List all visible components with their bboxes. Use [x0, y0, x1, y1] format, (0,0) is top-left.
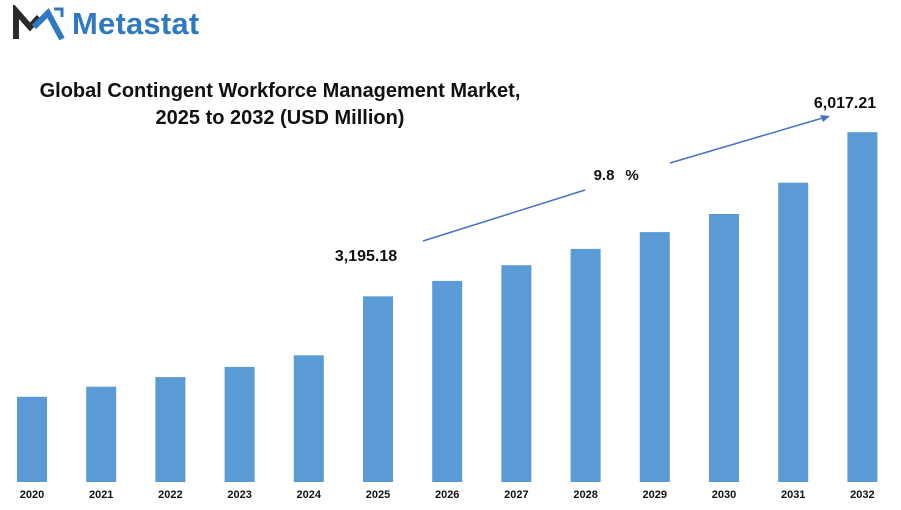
x-tick-label-2023: 2023 [227, 489, 251, 501]
cagr-unit-label: % [625, 167, 638, 184]
x-tick-label-2025: 2025 [366, 489, 390, 501]
x-tick-label-2024: 2024 [297, 489, 322, 501]
bar-2024 [293, 355, 324, 482]
chart-title: Global Contingent Workforce Management M… [20, 78, 540, 132]
bar-2022 [155, 377, 186, 482]
start-value-label: 3,195.18 [335, 248, 397, 265]
bar-2032 [847, 132, 878, 482]
x-tick-label-2028: 2028 [573, 489, 597, 501]
cagr-value-label: 9.8 [594, 167, 615, 184]
x-tick-label-2029: 2029 [643, 489, 667, 501]
bar-2026 [432, 280, 463, 482]
x-tick-label-2026: 2026 [435, 489, 459, 501]
bar-2028 [570, 248, 601, 482]
bar-2027 [501, 265, 532, 482]
x-tick-label-2027: 2027 [504, 489, 528, 501]
x-tick-label-2032: 2032 [850, 489, 874, 501]
bar-2020 [17, 396, 47, 482]
x-tick-label-2020: 2020 [20, 489, 44, 501]
x-tick-label-2021: 2021 [89, 489, 113, 501]
x-tick-labels-group: 2020 2021 2022 2023 2024 2025 2026 2027 2028 2029… [20, 489, 875, 501]
chart-title-line-1: Global Contingent Workforce Management M… [39, 80, 521, 102]
bar-2030 [709, 214, 739, 482]
bar-2031 [778, 182, 809, 482]
x-tick-label-2030: 2030 [712, 489, 736, 501]
bar-2021 [86, 386, 117, 482]
growth-arrow-head [820, 115, 830, 122]
brand-logo: Metastat [12, 4, 199, 44]
x-tick-label-2022: 2022 [158, 489, 182, 501]
growth-arrow-line [422, 189, 586, 242]
bars-group [17, 132, 878, 482]
metastat-logo-icon [13, 5, 65, 41]
bar-2029 [639, 232, 670, 482]
bar-2025 [363, 296, 393, 482]
bar-2023 [224, 366, 255, 482]
growth-arrow-line [669, 116, 827, 164]
brand-name: Metastat [72, 6, 200, 41]
end-value-label: 6,017.21 [814, 95, 876, 112]
chart-title-line-2: 2025 to 2032 (USD Million) [155, 107, 405, 129]
x-tick-label-2031: 2031 [781, 489, 805, 501]
